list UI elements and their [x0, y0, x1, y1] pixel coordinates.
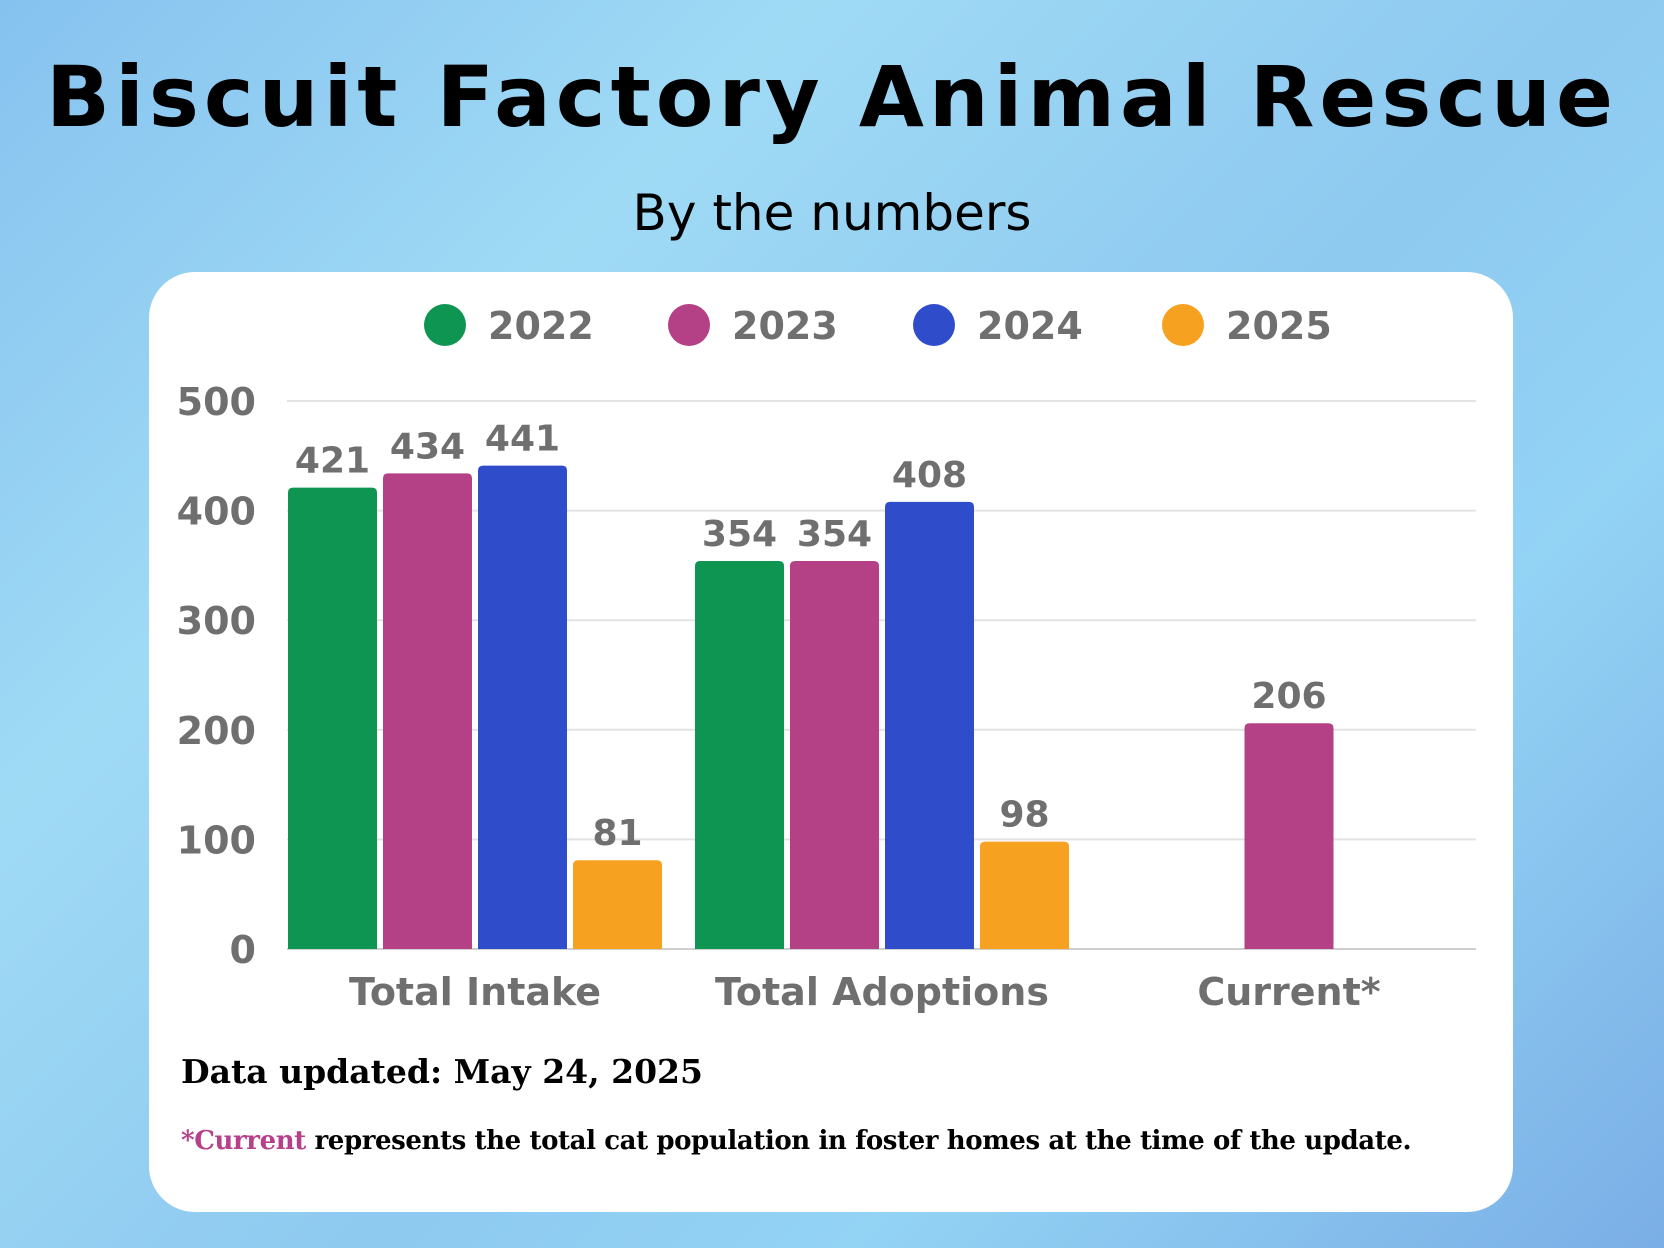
x-category-label: Current*: [1197, 970, 1380, 1014]
bar-total-adoptions-2025: [980, 841, 1069, 949]
bar-current-2023: [1244, 723, 1334, 949]
footnote: *Current represents the total cat popula…: [181, 1126, 1412, 1156]
legend-swatch-2024: [913, 304, 955, 346]
legend-label-2024: 2024: [977, 304, 1083, 348]
legend-swatch-2023: [668, 304, 710, 346]
data-label: 441: [485, 419, 560, 460]
data-label: 81: [592, 813, 642, 854]
bar-total-intake-2022: [288, 487, 377, 949]
page-subtitle: By the numbers: [632, 184, 1032, 242]
y-tick-label: 500: [177, 380, 256, 424]
data-label: 98: [999, 795, 1049, 836]
y-tick-label: 100: [177, 818, 256, 862]
data-updated-note: Data updated: May 24, 2025: [181, 1052, 703, 1091]
data-label: 354: [702, 514, 777, 555]
bar-total-intake-2024: [478, 465, 567, 949]
x-category-label: Total Intake: [349, 970, 601, 1014]
data-label: 421: [295, 441, 370, 482]
legend-label-2023: 2023: [732, 304, 838, 348]
y-tick-label: 200: [177, 709, 256, 753]
bar-chart: 0 100 200 300 400 500 2022 2023 2024 2025 421 434 44…: [177, 304, 1476, 1014]
x-category-label: Total Adoptions: [715, 970, 1049, 1014]
data-label: 206: [1251, 676, 1326, 717]
y-tick-label: 400: [177, 490, 256, 534]
bar-total-intake-2023: [383, 473, 472, 949]
bar-total-intake-2025: [573, 860, 662, 949]
data-label: 354: [797, 514, 872, 555]
data-updated-value: May 24, 2025: [453, 1052, 703, 1091]
data-updated-label: Data updated:: [181, 1052, 443, 1091]
footnote-text: represents the total cat population in f…: [305, 1126, 1412, 1156]
data-label: 408: [892, 455, 967, 496]
legend-label-2022: 2022: [488, 304, 594, 348]
bar-total-adoptions-2024: [885, 501, 974, 949]
bar-total-adoptions-2022: [695, 561, 784, 949]
chart-card: 0 100 200 300 400 500 2022 2023 2024 2025 421 434 44…: [149, 272, 1513, 1212]
bar-total-adoptions-2023: [790, 561, 879, 949]
footnote-marker: *Current: [181, 1126, 306, 1156]
page-title: Biscuit Factory Animal Rescue: [46, 48, 1618, 146]
legend-swatch-2022: [424, 304, 466, 346]
legend-label-2025: 2025: [1226, 304, 1332, 348]
data-label: 434: [390, 426, 465, 467]
legend-swatch-2025: [1162, 304, 1204, 346]
y-tick-label: 0: [230, 928, 256, 972]
y-tick-label: 300: [177, 599, 256, 643]
